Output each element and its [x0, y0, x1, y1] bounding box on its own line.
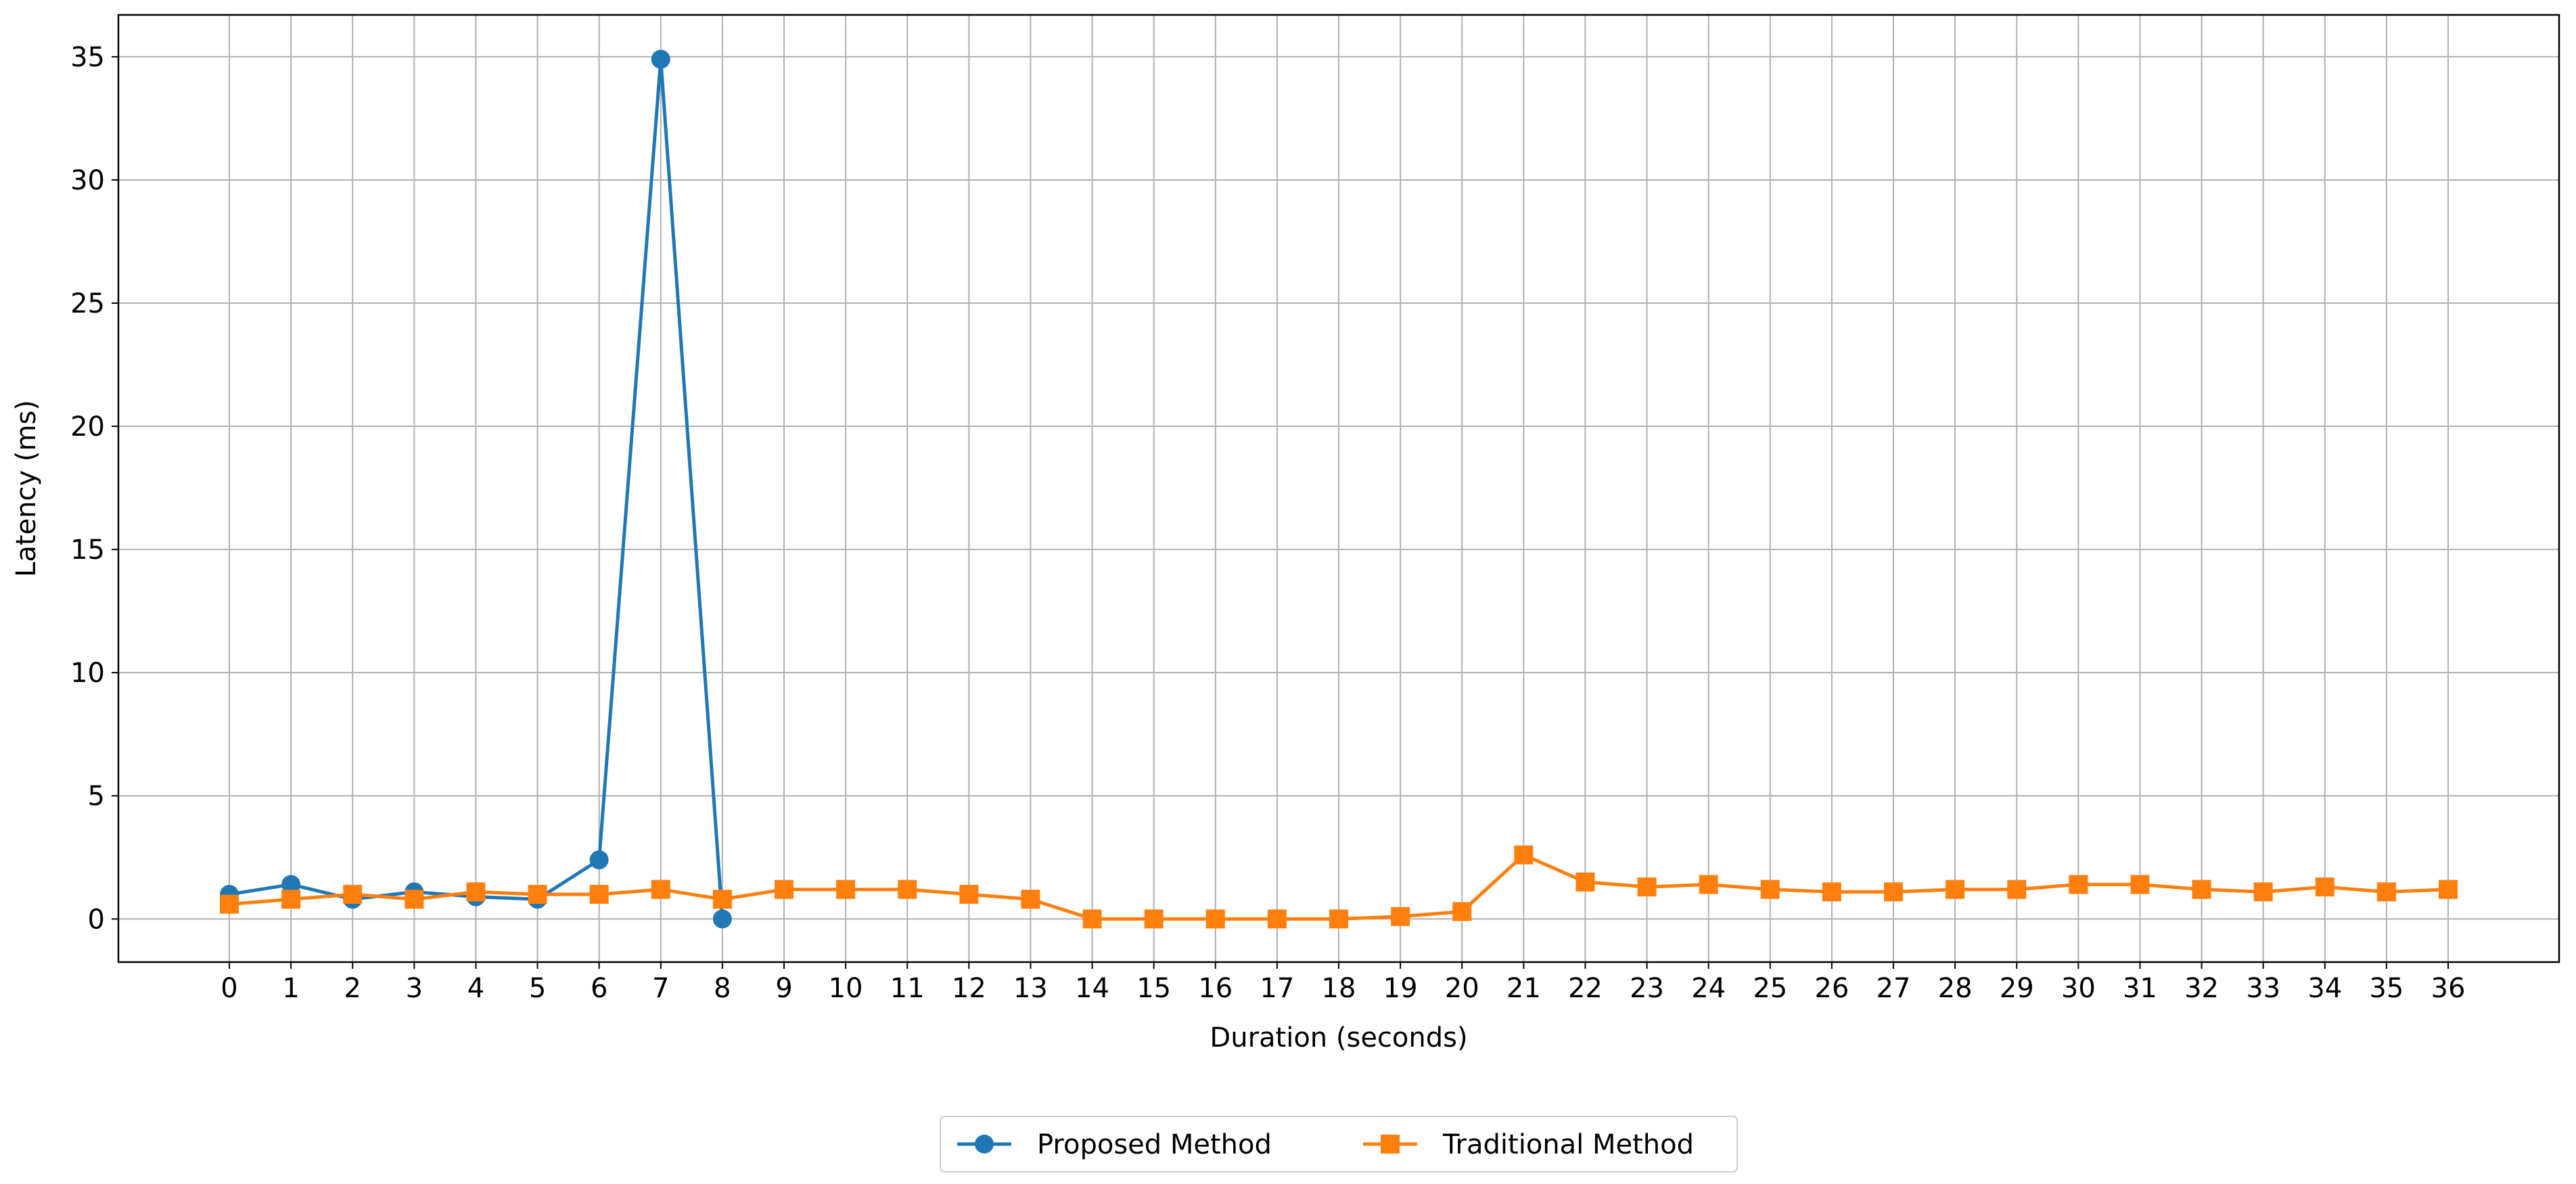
x-tick-label: 10 [829, 973, 863, 1004]
x-tick-label: 17 [1260, 973, 1294, 1004]
data-point [281, 875, 301, 894]
data-point [528, 884, 547, 904]
data-point [281, 890, 301, 909]
x-tick-label: 18 [1322, 973, 1356, 1004]
series-layer [220, 49, 2458, 929]
y-tick-label: 15 [70, 534, 105, 566]
x-tick-label: 0 [221, 973, 237, 1004]
data-point [1391, 907, 1410, 926]
legend-label: Proposed Method [1037, 1129, 1272, 1160]
data-point [2376, 882, 2396, 902]
x-tick-label: 20 [1445, 973, 1479, 1004]
data-point [1637, 877, 1657, 896]
x-tick-label: 29 [2000, 973, 2034, 1004]
data-point [1884, 882, 1903, 902]
x-tick-label: 2 [344, 973, 361, 1004]
x-tick-label: 8 [714, 973, 731, 1004]
x-tick-label: 25 [1753, 973, 1787, 1004]
data-point [1514, 845, 1534, 865]
data-point [1267, 909, 1287, 929]
data-point [2130, 875, 2150, 894]
x-axis-label: Duration (seconds) [1210, 1022, 1467, 1053]
data-point [589, 884, 609, 904]
grid [118, 15, 2559, 962]
data-point [589, 850, 609, 869]
data-point [1021, 890, 1040, 909]
x-tick-label: 11 [890, 973, 925, 1004]
data-point [1205, 909, 1225, 929]
x-tick-label: 15 [1136, 973, 1171, 1004]
y-tick-label: 10 [70, 658, 105, 689]
data-point [2007, 880, 2027, 899]
x-tick-label: 24 [1691, 973, 1726, 1004]
data-point [2069, 875, 2088, 894]
data-point [405, 890, 424, 909]
y-tick-label: 20 [70, 411, 105, 442]
legend: Proposed Method Traditional Method [940, 1116, 1738, 1172]
data-point [2315, 877, 2334, 896]
x-tick-label: 35 [2369, 973, 2404, 1004]
x-tick-label: 5 [529, 973, 546, 1004]
x-tick-label: 14 [1075, 973, 1109, 1004]
x-tick-label: 34 [2307, 973, 2342, 1004]
x-tick-label: 28 [1938, 973, 1973, 1004]
data-point [712, 890, 732, 909]
data-point [220, 894, 239, 914]
legend-marker [975, 1135, 994, 1154]
data-point [898, 880, 917, 899]
data-point [712, 909, 732, 929]
data-point [1329, 909, 1348, 929]
x-tick-label: 12 [952, 973, 986, 1004]
x-tick-label: 13 [1013, 973, 1048, 1004]
data-point [1946, 880, 1965, 899]
x-tick-label: 7 [652, 973, 669, 1004]
y-axis-label: Latency (ms) [11, 400, 42, 577]
data-point [343, 884, 363, 904]
data-point [1760, 880, 1780, 899]
data-point [1699, 875, 1718, 894]
x-tick-label: 36 [2431, 973, 2466, 1004]
x-tick-label: 21 [1506, 973, 1541, 1004]
data-point [836, 880, 856, 899]
x-tick-label: 33 [2246, 973, 2280, 1004]
series-1 [220, 845, 2458, 929]
y-tick-label: 30 [70, 165, 105, 196]
x-tick-label: 26 [1814, 973, 1849, 1004]
data-point [466, 882, 486, 902]
x-tick-label: 4 [467, 973, 484, 1004]
x-tick-label: 19 [1383, 973, 1418, 1004]
data-point [959, 884, 979, 904]
x-tick-label: 30 [2061, 973, 2096, 1004]
data-point [651, 880, 670, 899]
data-point [1082, 909, 1102, 929]
x-tick-label: 31 [2123, 973, 2157, 1004]
y-tick-label: 5 [88, 781, 105, 812]
data-point [1576, 872, 1595, 892]
x-tick-label: 9 [775, 973, 792, 1004]
x-tick-label: 27 [1877, 973, 1911, 1004]
x-tick-label: 1 [282, 973, 299, 1004]
data-point [1144, 909, 1164, 929]
ticks: 0 1 2 3 4 5 6 7 8 9 10 11 12 13 14 15 16 17 18 19 20 21 22 23 24… [70, 42, 2465, 1004]
y-tick-label: 35 [70, 42, 105, 73]
x-tick-label: 3 [406, 973, 423, 1004]
x-tick-label: 22 [1568, 973, 1603, 1004]
data-point [2253, 882, 2273, 902]
y-tick-label: 0 [88, 904, 105, 935]
x-tick-label: 32 [2184, 973, 2219, 1004]
data-point [775, 880, 794, 899]
legend-marker [1381, 1135, 1400, 1154]
data-point [2192, 880, 2211, 899]
legend-box [940, 1116, 1738, 1172]
y-tick-label: 25 [70, 288, 105, 319]
x-tick-label: 16 [1198, 973, 1233, 1004]
data-point [2439, 880, 2458, 899]
x-tick-label: 6 [591, 973, 607, 1004]
data-point [651, 49, 670, 69]
x-tick-label: 23 [1630, 973, 1664, 1004]
data-point [1452, 902, 1472, 921]
data-point [1822, 882, 1841, 902]
legend-label: Traditional Method [1442, 1129, 1694, 1160]
